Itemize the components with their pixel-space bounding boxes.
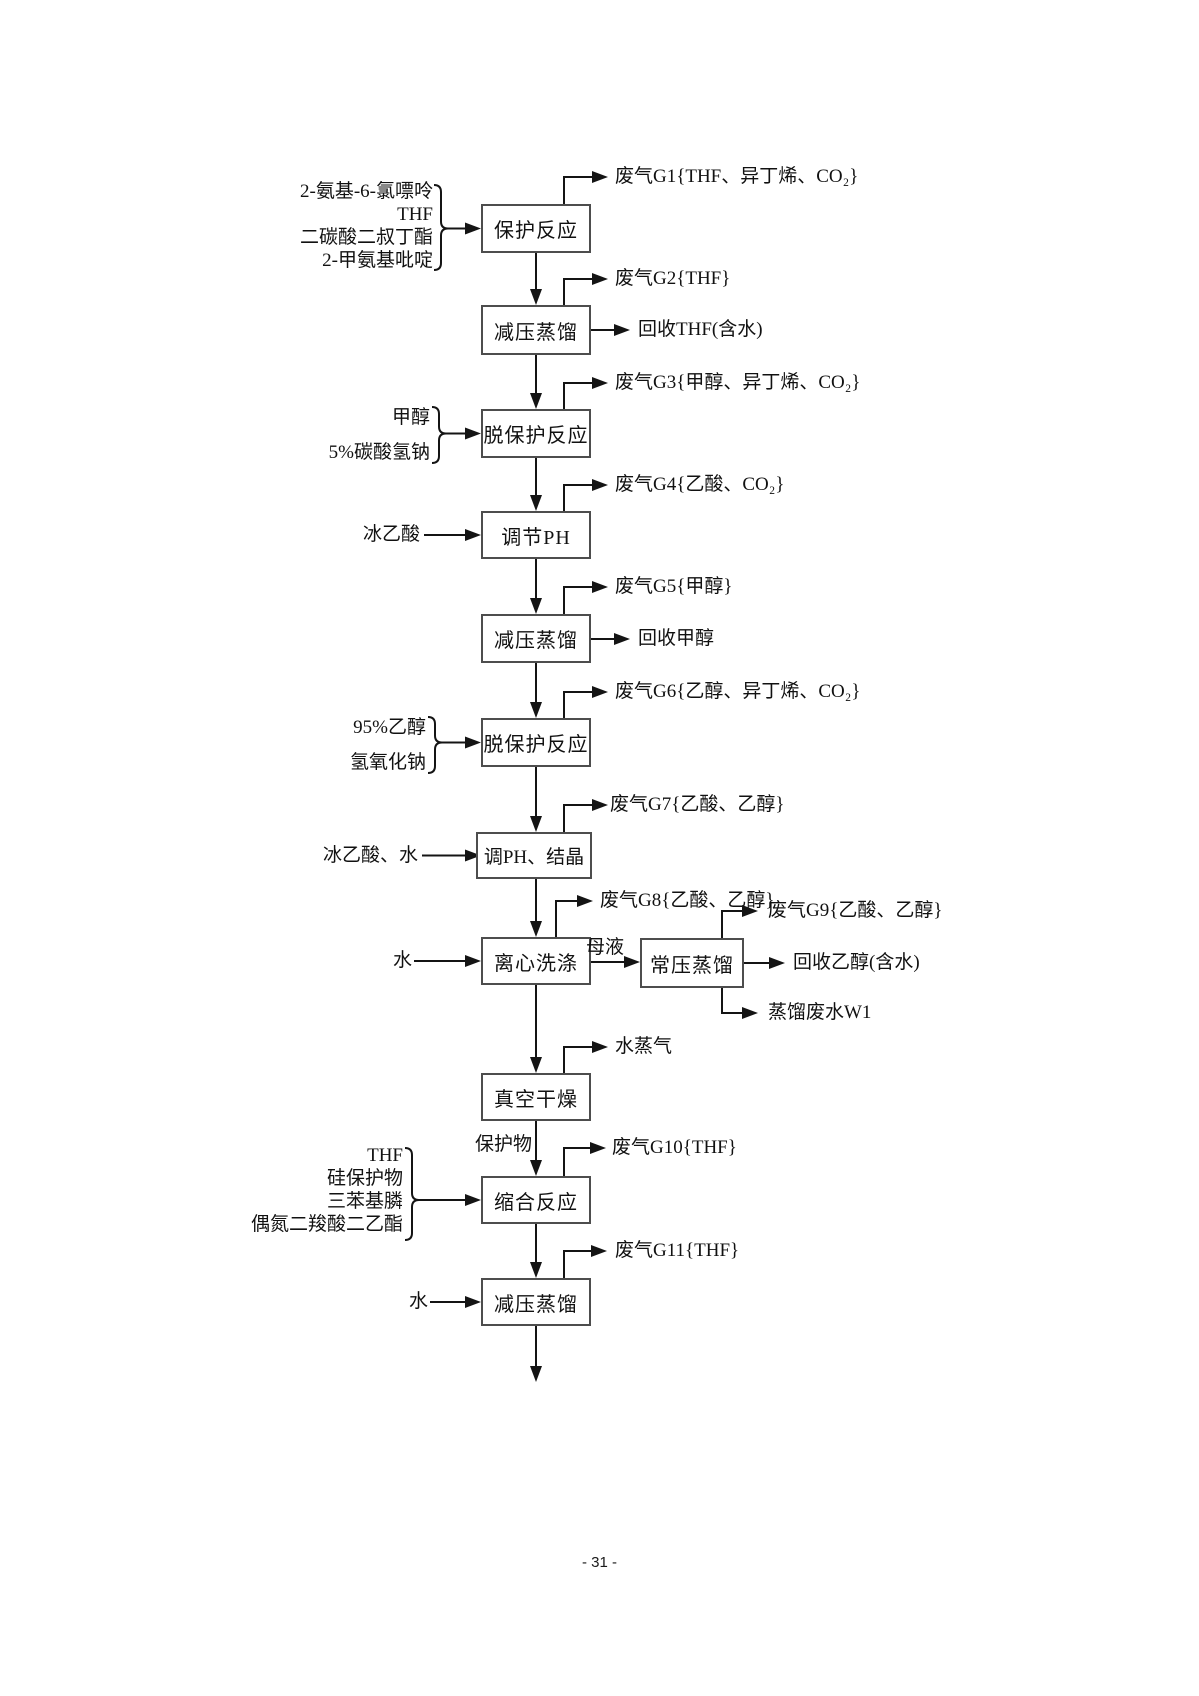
input-line: 95%乙醇 bbox=[353, 717, 426, 738]
arrow-exhaust-g2 bbox=[563, 273, 608, 305]
arrow-recover-ethanol bbox=[744, 957, 785, 969]
arrow-input-protection bbox=[448, 222, 481, 235]
box-condensation-reaction: 缩合反应 bbox=[481, 1176, 591, 1224]
output-waste-gas-g11: 废气G11{THF} bbox=[615, 1240, 740, 1261]
arrow-exhaust-g1 bbox=[563, 171, 608, 204]
input-glacial-acetic-acid: 冰乙酸 bbox=[362, 524, 420, 545]
output-waste-gas-g10: 废气G10{THF} bbox=[612, 1137, 737, 1158]
input-line: 氢氧化钠 bbox=[349, 752, 426, 773]
arrow-mother-liquor bbox=[591, 956, 640, 968]
output-water-vapor: 水蒸气 bbox=[615, 1036, 673, 1057]
arrow-recover-thf bbox=[591, 324, 630, 336]
output-recover-ethanol: 回收乙醇(含水) bbox=[793, 952, 920, 973]
input-line: 甲醇 bbox=[391, 407, 430, 428]
input-line: 二碳酸二叔丁酯 bbox=[299, 227, 433, 248]
arrow-step-deprotect2-to-crystallize bbox=[530, 767, 542, 832]
input-line: 2-氨基-6-氯嘌呤 bbox=[300, 181, 433, 202]
input-group-deprotection-1: 甲醇 5%碳酸氢钠 bbox=[329, 400, 430, 470]
page-number: - 31 - bbox=[581, 1554, 617, 1571]
arrow-input-water-centrifuge bbox=[414, 955, 481, 967]
box-vacuum-distillation-2: 减压蒸馏 bbox=[481, 614, 591, 663]
arrow-step-final-out bbox=[530, 1326, 542, 1382]
brace-deprotection1-inputs bbox=[431, 406, 447, 464]
box-adjust-ph-crystallize: 调PH、结晶 bbox=[476, 832, 592, 879]
input-group-condensation: THF 硅保护物 三苯基膦 偶氮二羧酸二乙酯 bbox=[251, 1144, 403, 1236]
output-waste-gas-g1: 废气G1{THF、异丁烯、CO₂} bbox=[615, 166, 859, 187]
output-distillation-wastewater-w1: 蒸馏废水W1 bbox=[768, 1002, 872, 1023]
arrow-input-water-distillation bbox=[430, 1296, 481, 1308]
arrow-exhaust-g4 bbox=[563, 479, 608, 511]
arrow-exhaust-g6 bbox=[563, 686, 608, 718]
box-atmospheric-distillation: 常压蒸馏 bbox=[640, 938, 744, 988]
box-vacuum-drying: 真空干燥 bbox=[481, 1073, 591, 1121]
output-waste-gas-g5: 废气G5{甲醇} bbox=[615, 576, 733, 597]
box-deprotection-reaction-1: 脱保护反应 bbox=[481, 409, 591, 458]
arrow-step-centrifuge-to-vacdry bbox=[530, 985, 542, 1073]
arrow-step-distill2-to-deprotect2 bbox=[530, 663, 542, 718]
box-vacuum-distillation-3: 减压蒸馏 bbox=[481, 1278, 591, 1326]
input-line: 2-甲氨基吡啶 bbox=[322, 250, 433, 271]
arrow-step-condense-to-distill3 bbox=[530, 1224, 542, 1278]
input-line: 三苯基膦 bbox=[326, 1191, 403, 1212]
arrow-exhaust-g3 bbox=[563, 377, 608, 409]
input-group-deprotection-2: 95%乙醇 氢氧化钠 bbox=[350, 710, 426, 780]
arrow-input-crystallize bbox=[422, 849, 481, 862]
arrow-exhaust-g11 bbox=[563, 1245, 607, 1278]
output-waste-gas-g8: 废气G8{乙酸、乙醇} bbox=[600, 890, 775, 911]
arrow-exhaust-g7 bbox=[563, 799, 608, 832]
brace-condensation-inputs bbox=[404, 1147, 420, 1241]
output-waste-gas-g7: 废气G7{乙酸、乙醇} bbox=[610, 794, 785, 815]
label-protected-product: 保护物 bbox=[474, 1134, 532, 1155]
arrow-wastewater-w1 bbox=[721, 988, 758, 1019]
arrow-exhaust-g9 bbox=[721, 905, 758, 938]
brace-protection-inputs bbox=[433, 184, 449, 271]
output-recover-thf: 回收THF(含水) bbox=[638, 319, 763, 340]
arrow-input-glacial-acetic-acid bbox=[424, 529, 481, 541]
arrow-step-distill1-to-deprotect1 bbox=[530, 355, 542, 409]
output-waste-gas-g4: 废气G4{乙酸、CO₂} bbox=[615, 474, 785, 495]
arrow-input-deprotection-2 bbox=[442, 736, 481, 749]
input-line: THF bbox=[367, 1145, 403, 1166]
box-adjust-ph: 调节PH bbox=[481, 511, 591, 559]
arrow-water-vapor bbox=[563, 1041, 608, 1073]
arrow-exhaust-g8 bbox=[555, 895, 593, 937]
label-mother-liquor: 母液 bbox=[585, 937, 624, 958]
box-deprotection-reaction-2: 脱保护反应 bbox=[481, 718, 591, 767]
input-water-distillation: 水 bbox=[408, 1291, 428, 1312]
arrow-step-vacdry-to-condense bbox=[530, 1121, 542, 1176]
output-waste-gas-g3: 废气G3{甲醇、异丁烯、CO₂} bbox=[615, 372, 861, 393]
input-line: 硅保护物 bbox=[326, 1168, 403, 1189]
box-centrifuge-wash: 离心洗涤 bbox=[481, 937, 591, 985]
box-protection-reaction: 保护反应 bbox=[481, 204, 591, 253]
arrow-input-condensation bbox=[419, 1194, 481, 1206]
arrow-input-deprotection-1 bbox=[446, 427, 481, 440]
arrow-exhaust-g5 bbox=[563, 581, 608, 614]
arrow-step-adjustph-to-distill2 bbox=[530, 559, 542, 614]
output-waste-gas-g2: 废气G2{THF} bbox=[615, 268, 731, 289]
arrow-recover-methanol bbox=[591, 633, 630, 645]
input-glacial-acetic-acid-water: 冰乙酸、水 bbox=[322, 845, 418, 866]
input-line: THF bbox=[397, 204, 433, 225]
arrow-step-protection-to-distill1 bbox=[530, 253, 542, 305]
input-group-protection: 2-氨基-6-氯嘌呤 THF 二碳酸二叔丁酯 2-甲氨基吡啶 bbox=[300, 180, 433, 272]
output-waste-gas-g6: 废气G6{乙醇、异丁烯、CO₂} bbox=[615, 681, 861, 702]
input-line: 偶氮二羧酸二乙酯 bbox=[250, 1214, 403, 1235]
arrow-exhaust-g10 bbox=[563, 1142, 606, 1176]
output-waste-gas-g9: 废气G9{乙酸、乙醇} bbox=[768, 900, 943, 921]
brace-deprotection2-inputs bbox=[427, 716, 443, 774]
output-recover-methanol: 回收甲醇 bbox=[638, 628, 715, 649]
input-water-centrifuge: 水 bbox=[392, 950, 412, 971]
arrow-step-deprotect1-to-adjustph bbox=[530, 458, 542, 511]
box-vacuum-distillation-1: 减压蒸馏 bbox=[481, 305, 591, 355]
input-line: 5%碳酸氢钠 bbox=[328, 442, 430, 463]
arrow-step-crystallize-to-centrifuge bbox=[530, 879, 542, 937]
